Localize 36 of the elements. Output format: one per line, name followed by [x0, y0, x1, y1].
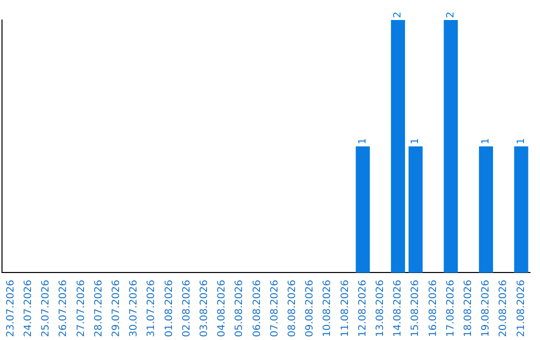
x-tick-label: 27.07.2026: [76, 280, 87, 338]
x-tick-label: 13.08.2026: [374, 280, 386, 338]
x-tick-label: 15.08.2026: [410, 280, 422, 338]
x-tick-label: 08.08.2026: [286, 280, 298, 338]
x-tick-label: 20.08.2026: [498, 280, 510, 338]
x-tick-label: 02.08.2026: [181, 280, 192, 338]
data-label: 1: [357, 138, 368, 144]
x-tick-label: 25.07.2026: [40, 280, 52, 338]
x-tick-label: 30.07.2026: [128, 280, 140, 338]
data-label: 1: [480, 138, 492, 144]
x-tick-label: 17.08.2026: [445, 280, 456, 338]
x-tick-label: 26.07.2026: [58, 280, 70, 338]
x-tick-label: 19.08.2026: [480, 280, 492, 338]
x-tick-label: 06.08.2026: [252, 280, 263, 338]
x-tick-label: 04.08.2026: [216, 280, 228, 338]
x-tick-label: 09.08.2026: [304, 280, 316, 338]
x-tick-label: 16.08.2026: [428, 280, 439, 338]
x-tick-label: 05.08.2026: [234, 280, 246, 338]
x-tick-label: 14.08.2026: [392, 280, 404, 338]
x-tick-label: 11.08.2026: [340, 280, 351, 338]
x-tick-label: 21.08.2026: [516, 280, 527, 338]
x-tick-label: 29.07.2026: [110, 280, 122, 338]
x-tick-label: 31.07.2026: [146, 280, 158, 338]
x-tick-label: 03.08.2026: [198, 280, 210, 338]
data-label: 1: [516, 138, 527, 144]
data-label: 1: [410, 138, 422, 144]
x-tick-label: 12.08.2026: [357, 280, 368, 338]
x-tick-label: 18.08.2026: [462, 280, 474, 338]
data-label: 2: [392, 12, 404, 18]
x-tick-label: 07.08.2026: [269, 280, 280, 338]
x-tick-label: 28.07.2026: [93, 280, 104, 338]
x-tick-label: 24.07.2026: [22, 280, 34, 338]
x-tick-label: 10.08.2026: [322, 280, 334, 338]
x-tick-label: 23.07.2026: [5, 280, 16, 338]
data-label: 2: [445, 12, 456, 18]
x-tick-label: 01.08.2026: [164, 280, 175, 338]
